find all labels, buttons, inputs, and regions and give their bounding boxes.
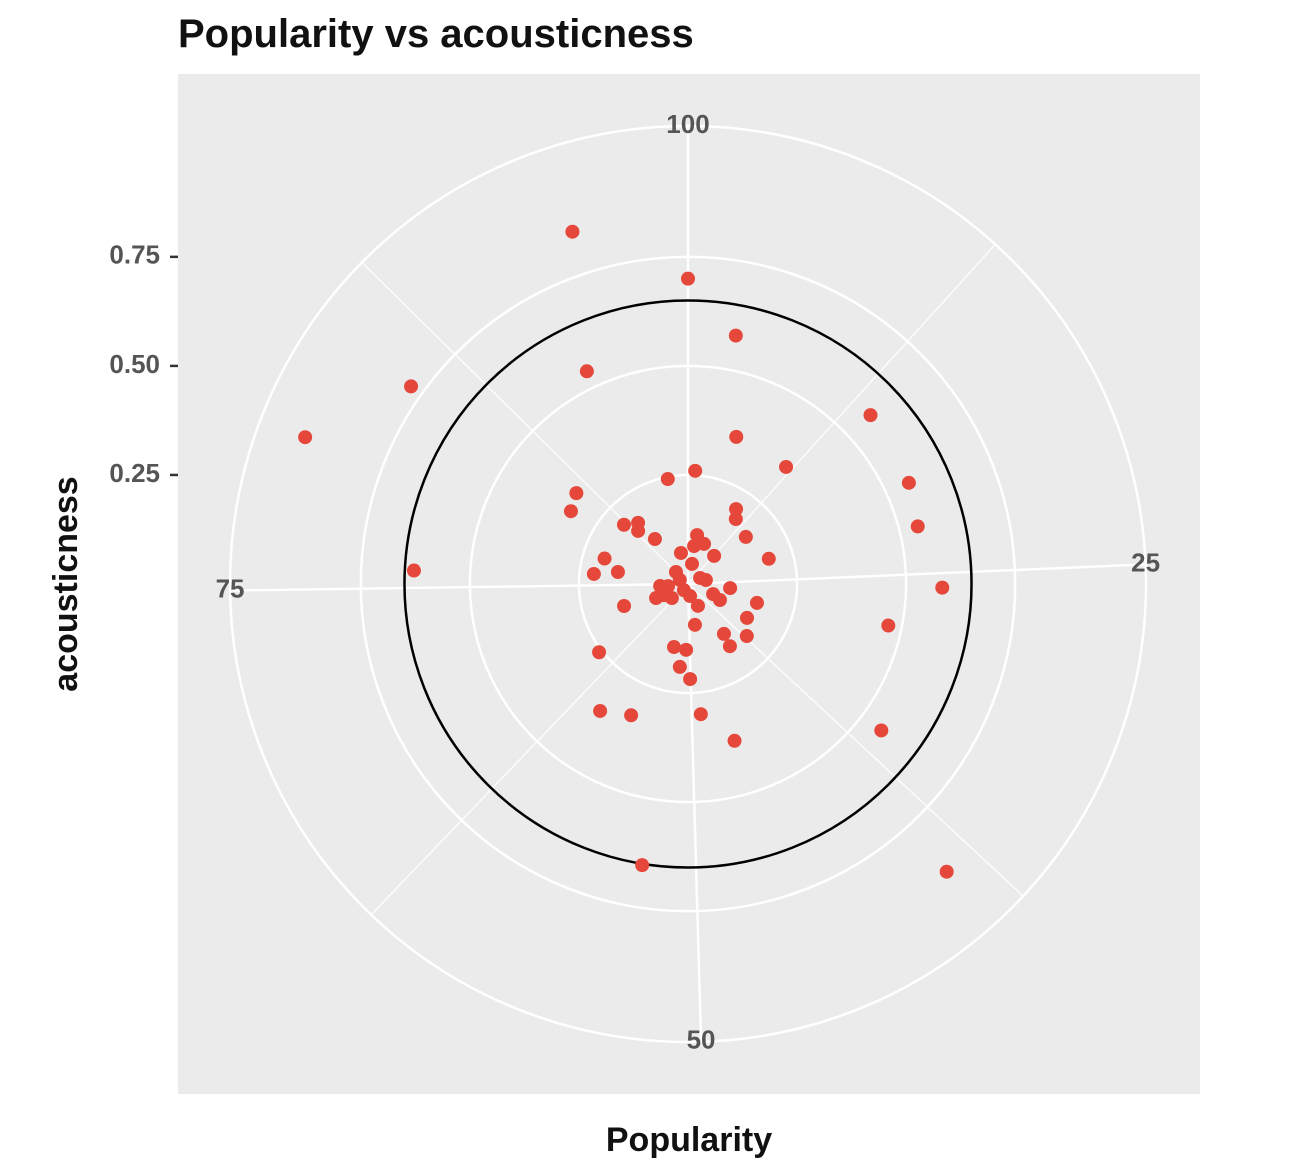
- point: [739, 629, 754, 644]
- point: [716, 626, 731, 641]
- point: [707, 548, 722, 563]
- x-tick-label: 25: [1131, 547, 1160, 577]
- point: [881, 618, 896, 633]
- point: [901, 475, 916, 490]
- point: [779, 459, 794, 474]
- chart-title: Popularity vs acousticness: [178, 12, 694, 56]
- marks: [298, 224, 973, 879]
- point: [404, 379, 419, 394]
- x-tick-label: 100: [666, 109, 709, 139]
- point: [666, 640, 681, 655]
- point: [563, 504, 578, 519]
- point: [749, 595, 764, 610]
- point: [910, 519, 925, 534]
- point: [593, 703, 608, 718]
- grid-spoke: [230, 582, 689, 592]
- x-axis-title: Popularity: [606, 1121, 772, 1159]
- point: [706, 587, 721, 602]
- reference-circle: [403, 299, 973, 869]
- point: [693, 707, 708, 722]
- point: [597, 551, 612, 566]
- point: [683, 672, 698, 687]
- point: [728, 511, 743, 526]
- grid-spoke: [687, 563, 1146, 586]
- point: [761, 551, 776, 566]
- point: [647, 532, 662, 547]
- point: [679, 642, 694, 657]
- point: [681, 271, 695, 286]
- point: [565, 224, 580, 239]
- point: [722, 639, 737, 654]
- point: [935, 580, 950, 595]
- point: [690, 598, 705, 613]
- point: [656, 588, 671, 603]
- point: [617, 598, 632, 613]
- point: [738, 529, 753, 544]
- point: [874, 723, 889, 738]
- point: [586, 566, 601, 581]
- point: [939, 864, 954, 879]
- point: [298, 430, 313, 445]
- y-tick-label: 0.50: [109, 349, 160, 379]
- grid: [228, 124, 1148, 1044]
- point: [727, 733, 742, 748]
- y-tick-label: 0.25: [109, 458, 160, 488]
- point: [616, 517, 631, 532]
- y-axis-title: acousticness: [47, 476, 85, 691]
- point: [635, 858, 650, 873]
- x-tick-label: 50: [687, 1025, 716, 1055]
- point: [660, 472, 675, 487]
- point: [698, 572, 713, 587]
- point: [569, 486, 584, 501]
- point: [683, 589, 698, 604]
- point: [685, 556, 700, 571]
- grid-spoke: [686, 583, 703, 1042]
- point: [624, 708, 639, 723]
- point: [729, 429, 744, 444]
- point: [406, 563, 421, 578]
- minor-grid-spoke: [687, 243, 996, 585]
- point: [673, 545, 688, 560]
- point: [863, 408, 878, 423]
- point: [687, 617, 702, 632]
- point: [672, 659, 687, 674]
- point: [672, 572, 687, 587]
- x-tick-label: 75: [216, 573, 245, 603]
- point: [631, 523, 646, 538]
- point: [592, 645, 607, 660]
- point: [723, 581, 738, 596]
- point: [729, 502, 744, 517]
- point: [728, 328, 743, 343]
- point: [688, 463, 703, 478]
- point: [610, 564, 625, 579]
- minor-grid-spoke: [370, 583, 689, 916]
- point: [579, 364, 594, 379]
- point: [687, 539, 702, 554]
- point: [740, 610, 755, 625]
- y-tick-label: 0.75: [109, 240, 160, 270]
